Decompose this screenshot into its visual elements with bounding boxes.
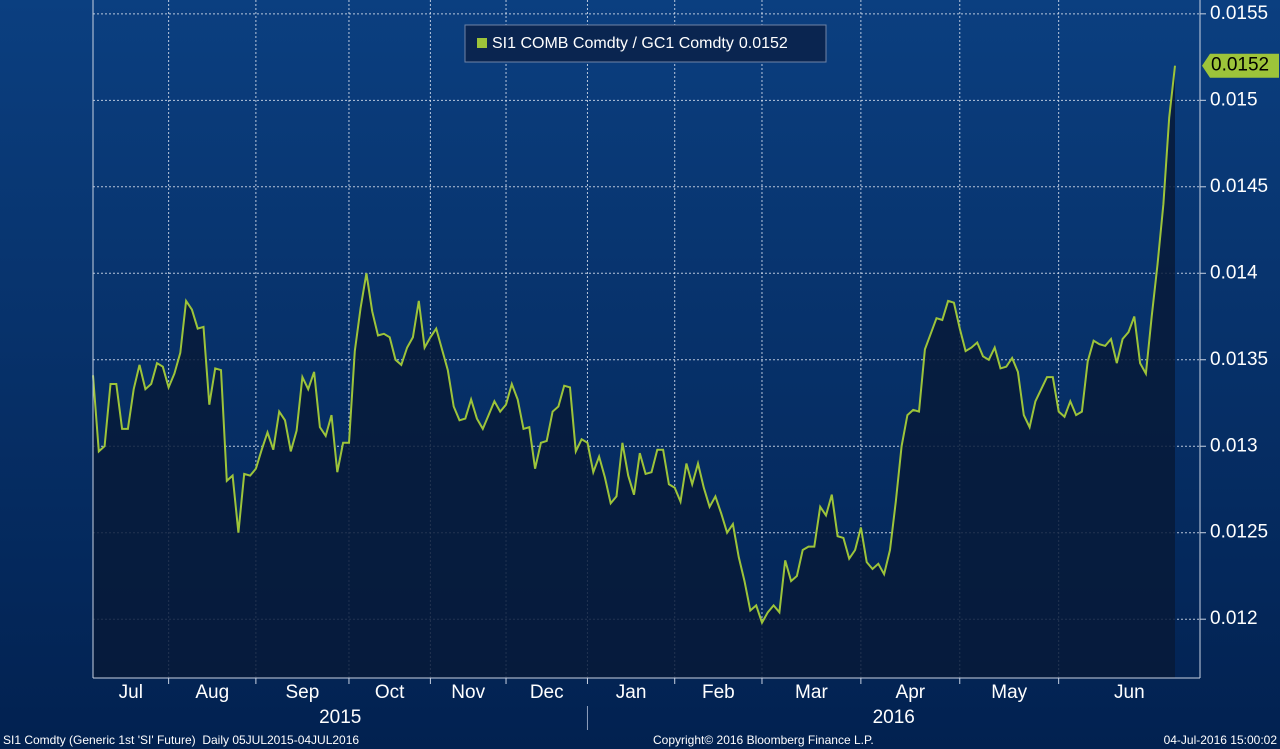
x-tick-label: Mar [795, 682, 828, 703]
x-tick-label: Jan [616, 682, 647, 703]
y-tick-label: 0.0125 [1210, 522, 1268, 543]
x-tick-label: Feb [702, 682, 735, 703]
x-tick-label: Sep [286, 682, 320, 703]
y-tick-label: 0.015 [1210, 89, 1258, 110]
footer-center: Copyright© 2016 Bloomberg Finance L.P. [653, 733, 874, 747]
y-tick-label: 0.0155 [1210, 3, 1268, 24]
x-tick-label: Aug [195, 682, 229, 703]
footer-left: SI1 Comdty (Generic 1st 'SI' Future) Dai… [3, 733, 359, 747]
last-value-tag [1202, 53, 1279, 78]
legend-swatch [477, 38, 487, 48]
y-tick-label: 0.012 [1210, 608, 1258, 629]
y-tick-label: 0.013 [1210, 435, 1258, 456]
y-tick-label: 0.0145 [1210, 176, 1268, 197]
x-tick-label: Apr [896, 682, 926, 703]
legend-value: 0.0152 [739, 35, 788, 52]
y-tick-label: 0.0135 [1210, 349, 1268, 370]
footer-right: 04-Jul-2016 15:00:02 [1164, 733, 1278, 747]
year-label: 2016 [873, 707, 915, 728]
plot-area [92, 0, 1200, 678]
legend-box [464, 24, 827, 63]
legend-label: SI1 COMB Comdty / GC1 Comdty [492, 35, 734, 52]
year-label: 2015 [319, 707, 361, 728]
x-tick-label: Nov [451, 682, 485, 703]
y-tick-label: 0.014 [1210, 262, 1258, 283]
x-tick-label: Jun [1114, 682, 1145, 703]
x-tick-label: Dec [530, 682, 564, 703]
x-tick-label: Jul [119, 682, 143, 703]
series-line [92, 65, 1176, 626]
area-fill [93, 65, 1175, 678]
last-value-label: 0.0152 [1211, 55, 1269, 76]
legend: SI1 COMB Comdty / GC1 Comdty 0.0152 [464, 24, 827, 63]
x-tick-label: Oct [375, 682, 405, 703]
x-tick-label: May [991, 682, 1027, 703]
